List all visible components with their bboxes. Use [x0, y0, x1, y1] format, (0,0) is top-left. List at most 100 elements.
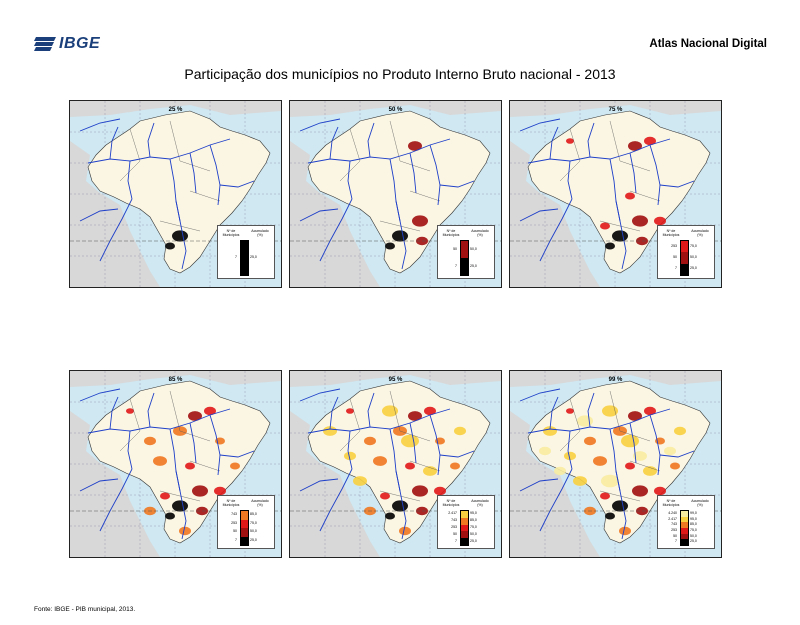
map-percentage-label: 25 % — [168, 107, 183, 113]
legend-accumulated-value: 50,0 — [690, 533, 697, 538]
river-line — [189, 422, 197, 464]
map-legend: Nº de Municípios Acumulado (%) 2.417 95,0 74… — [437, 495, 495, 549]
legend-color-segment — [461, 531, 468, 539]
river-line — [567, 160, 573, 200]
legend-color-segment — [241, 528, 248, 537]
legend-accumulated-value: 25,0 — [250, 255, 257, 259]
municipality-cluster — [344, 451, 356, 461]
map-legend: Nº de Municípios Acumulado (%) 743 85,0 253 7… — [217, 495, 275, 549]
municipality-cluster — [399, 526, 411, 536]
legend-accumulated-value: 75,0 — [250, 520, 257, 525]
map-legend: Nº de Municípios Acumulado (%) 4.240 99,0 2.… — [657, 495, 715, 549]
river-line — [79, 388, 121, 402]
municipality-cluster — [188, 411, 202, 421]
municipality-cluster — [654, 216, 666, 226]
municipality-cluster — [554, 466, 566, 476]
river-line — [79, 118, 121, 132]
legend-color-segment — [681, 252, 688, 264]
river-line — [347, 430, 353, 470]
neighbor-land — [70, 141, 160, 287]
river-line — [367, 122, 375, 158]
legend-color-segment — [461, 258, 468, 275]
legend-accumulated-value: 25,0 — [690, 539, 697, 544]
atlas-label: Atlas Nacional Digital — [649, 38, 767, 50]
river-line — [659, 180, 695, 188]
river-line — [539, 198, 573, 262]
river-line — [567, 430, 573, 470]
river-line — [527, 138, 671, 164]
legend-accumulated-value: 85,0 — [250, 512, 257, 517]
river-line — [189, 152, 197, 194]
legend-accumulated-value: 50,0 — [690, 255, 697, 259]
river-line — [99, 468, 133, 532]
river-line — [549, 396, 559, 430]
municipality-cluster — [605, 242, 615, 250]
municipality-cluster — [625, 192, 635, 200]
legend-municipios-count: 253 — [231, 520, 237, 525]
legend-heading-accumulated: Acumulado (%) — [691, 229, 709, 237]
legend-color-segment — [681, 516, 688, 523]
municipality-cluster — [454, 426, 466, 436]
river-line — [307, 408, 451, 434]
municipality-cluster — [408, 141, 422, 151]
river-line — [127, 160, 133, 200]
legend-municipios-count: 7 — [675, 539, 677, 544]
brazil-territory — [307, 380, 491, 544]
municipality-cluster — [644, 406, 656, 416]
map-percentage-label: 50 % — [388, 107, 403, 113]
legend-accumulated-value: 85,0 — [470, 518, 477, 523]
legend-color-segment — [241, 241, 248, 275]
municipality-cluster — [126, 408, 134, 414]
river-line — [209, 144, 221, 206]
legend-color-bar — [240, 510, 249, 546]
municipality-cluster — [165, 512, 175, 520]
river-line — [587, 122, 595, 158]
legend-accumulated-value: 95,0 — [690, 516, 697, 521]
municipality-cluster — [165, 242, 175, 250]
river-line — [629, 422, 637, 464]
legend-accumulated-value: 75,0 — [690, 243, 697, 248]
municipality-cluster — [577, 415, 593, 427]
brazil-territory — [87, 380, 271, 544]
map-legend: Nº de Municípios Acumulado (%) 50 50,0 7 25,0 — [437, 225, 495, 279]
legend-color-segment — [461, 511, 468, 518]
municipality-cluster — [632, 485, 648, 497]
legend-color-bar — [680, 240, 689, 276]
municipality-cluster — [628, 141, 642, 151]
river-line — [209, 414, 221, 476]
river-line — [147, 122, 155, 158]
municipality-cluster — [605, 512, 615, 520]
legend-accumulated-value: 50,0 — [470, 246, 477, 251]
ibge-logo: IBGE — [34, 35, 100, 52]
legend-municipios-count: 7 — [675, 266, 677, 271]
state-borders — [119, 390, 221, 502]
municipality-cluster — [664, 446, 676, 456]
municipality-cluster — [408, 411, 422, 421]
state-borders — [119, 120, 221, 232]
municipality-cluster — [392, 230, 408, 242]
legend-heading-municipios: Nº de Municípios — [222, 499, 240, 507]
municipality-cluster — [612, 230, 628, 242]
legend-accumulated-value: 25,0 — [470, 538, 477, 543]
legend-accumulated-value: 85,0 — [690, 522, 697, 527]
municipality-cluster — [564, 451, 576, 461]
legend-color-bar — [460, 240, 469, 276]
river-line — [329, 126, 339, 160]
river-line — [109, 396, 119, 430]
legend-color-segment — [681, 263, 688, 275]
municipality-cluster — [204, 406, 216, 416]
municipality-cluster — [566, 138, 574, 144]
municipality-cluster — [633, 451, 647, 461]
page-title: Participação dos municípios no Produto I… — [184, 66, 616, 82]
legend-color-bar — [680, 510, 689, 546]
legend-accumulated-value: 25,0 — [690, 266, 697, 271]
municipality-cluster — [600, 222, 610, 230]
state-borders — [559, 120, 661, 232]
map-panel: 85 % Nº de Municípios Acumulado (%) 743 85,0… — [69, 370, 282, 558]
river-line — [299, 208, 339, 222]
river-line — [519, 208, 559, 222]
river-line — [429, 414, 441, 476]
river-line — [409, 152, 417, 194]
municipality-cluster — [385, 512, 395, 520]
river-line — [347, 160, 353, 200]
